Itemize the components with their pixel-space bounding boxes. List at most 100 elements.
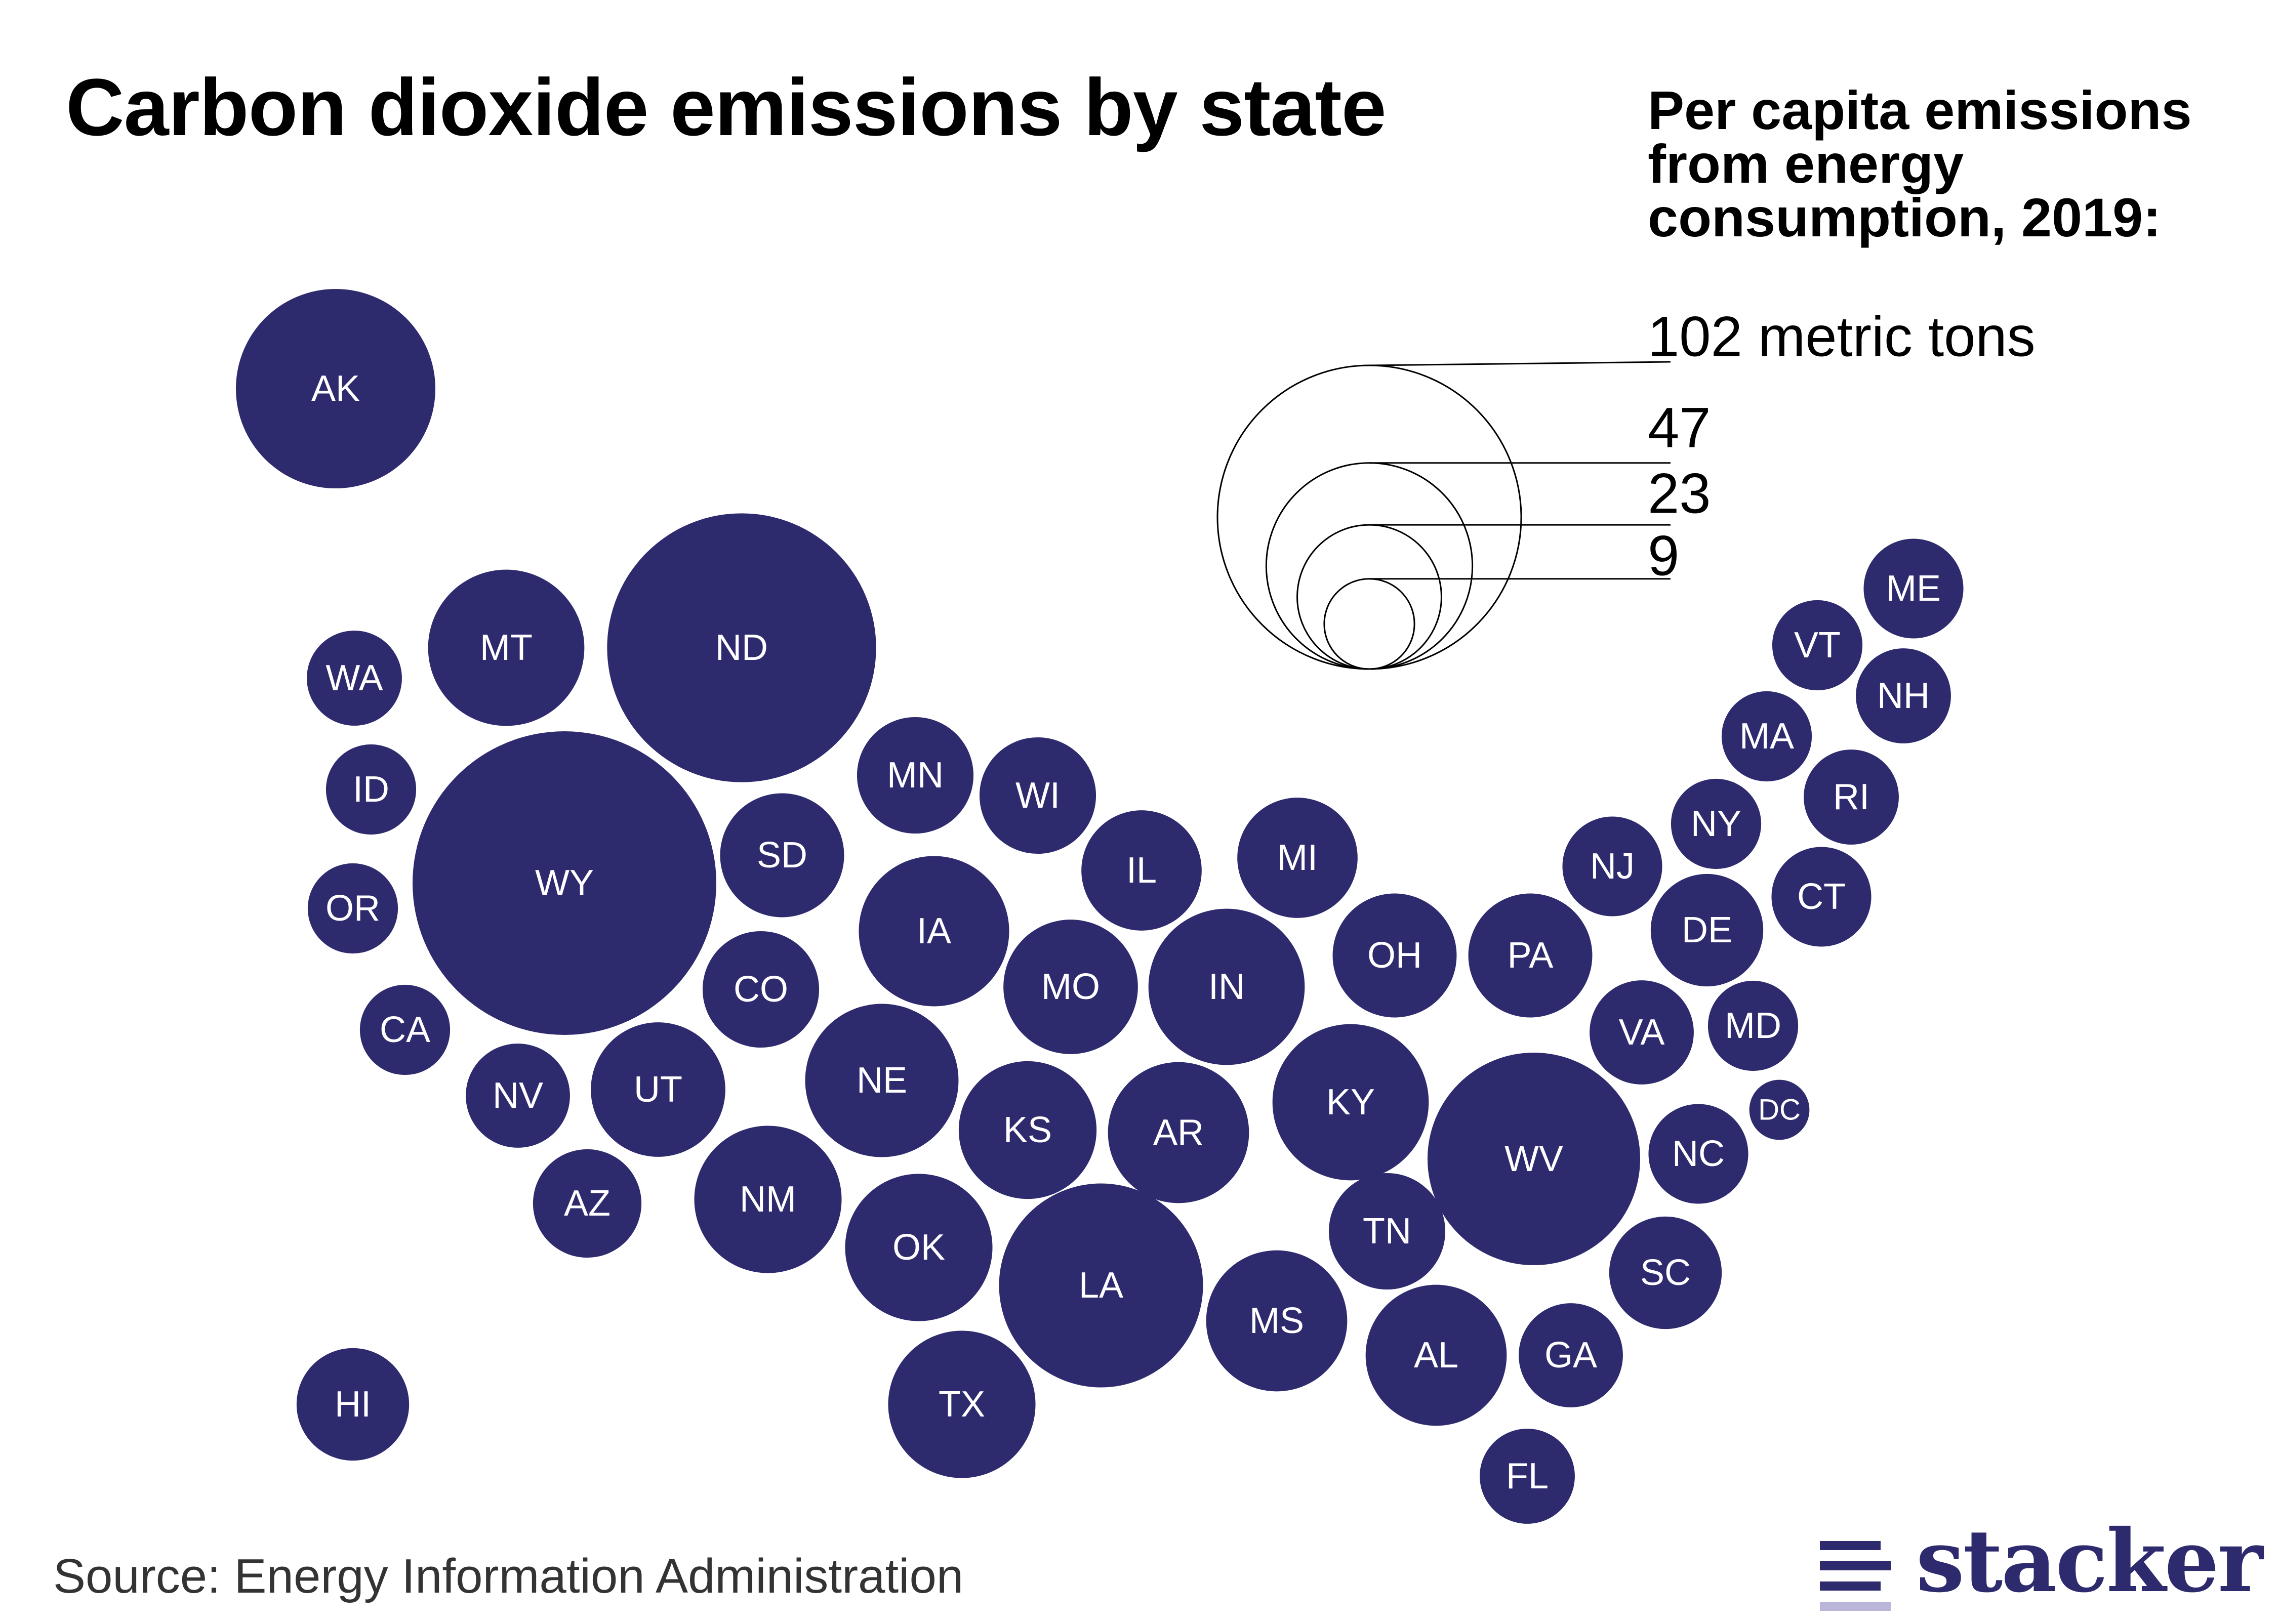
- state-bubble-hi: HI: [296, 1348, 410, 1461]
- state-bubble-ri: RI: [1804, 749, 1899, 845]
- state-bubble-in: IN: [1148, 908, 1305, 1065]
- state-bubble-ny: NY: [1671, 778, 1762, 869]
- state-label: VA: [1619, 1012, 1665, 1053]
- state-circle: [1707, 980, 1799, 1071]
- state-bubble-ms: MS: [1206, 1250, 1348, 1392]
- state-label: MS: [1249, 1301, 1304, 1341]
- state-bubble-nd: ND: [607, 513, 876, 782]
- state-circle: [1272, 1024, 1429, 1181]
- state-circle: [307, 863, 398, 954]
- state-bubble-tx: TX: [888, 1330, 1036, 1478]
- state-label: IN: [1208, 967, 1245, 1007]
- legend-circle: [1323, 578, 1415, 670]
- state-circle: [326, 744, 417, 835]
- state-label: DC: [1758, 1094, 1801, 1127]
- state-bubble-or: OR: [307, 863, 398, 954]
- state-bubble-ky: KY: [1272, 1024, 1429, 1181]
- state-circle: [591, 1022, 725, 1157]
- state-label: AK: [311, 368, 360, 409]
- state-label: MO: [1041, 967, 1100, 1007]
- state-label: AR: [1153, 1112, 1204, 1153]
- legend-size-23: 23: [1296, 462, 1711, 670]
- state-bubble-ia: IA: [859, 856, 1009, 1007]
- state-bubble-ok: OK: [845, 1174, 993, 1321]
- state-label: AL: [1414, 1335, 1458, 1376]
- state-circle: [1480, 1429, 1575, 1524]
- state-label: IL: [1126, 850, 1157, 891]
- state-label: NM: [740, 1179, 796, 1220]
- state-circle: [1609, 1216, 1722, 1329]
- state-label: TX: [939, 1384, 985, 1425]
- state-circle: [1650, 873, 1764, 987]
- state-bubble-co: CO: [702, 931, 820, 1048]
- state-bubble-ak: AK: [235, 288, 436, 489]
- state-bubbles: AK WA MT ND ID WY SD OR MN WI IL MI IA CO CA NV UT NE MO IN…: [235, 288, 1964, 1524]
- state-label: NV: [493, 1075, 543, 1116]
- state-label: NY: [1691, 804, 1741, 844]
- legend-circle: [1296, 524, 1442, 670]
- state-bubble-md: MD: [1707, 980, 1799, 1071]
- legend-circle: [1216, 364, 1522, 670]
- state-label: MT: [480, 628, 533, 668]
- state-bubble-mt: MT: [428, 569, 585, 726]
- state-circle: [607, 513, 876, 782]
- state-label: OH: [1367, 935, 1422, 976]
- state-label: HI: [335, 1384, 371, 1425]
- legend-size-102: 102 metric tons: [1216, 305, 2036, 670]
- state-circle: [1148, 908, 1305, 1065]
- state-circle: [720, 793, 844, 918]
- state-bubble-wa: WA: [307, 631, 402, 726]
- legend-title-line-2: from energy: [1648, 133, 1964, 194]
- legend-title-line-1: Per capita emissions: [1648, 79, 2192, 141]
- state-bubble-il: IL: [1081, 810, 1202, 931]
- state-bubble-ga: GA: [1519, 1303, 1623, 1407]
- state-bubble-tn: TN: [1328, 1173, 1446, 1290]
- state-circle: [466, 1044, 570, 1148]
- state-circle: [805, 1004, 959, 1157]
- state-circle: [1856, 648, 1951, 743]
- state-bubble-wv: WV: [1427, 1052, 1641, 1266]
- state-bubble-mi: MI: [1237, 798, 1358, 918]
- state-bubble-me: ME: [1863, 538, 1964, 639]
- state-label: WY: [535, 863, 594, 903]
- state-circle: [1863, 538, 1964, 639]
- legend-size-label: 23: [1648, 462, 1711, 525]
- state-label: IA: [917, 911, 951, 951]
- state-bubble-nv: NV: [466, 1044, 570, 1148]
- state-bubble-ne: NE: [805, 1004, 959, 1157]
- state-label: PA: [1508, 935, 1554, 976]
- stacker-logo: stacker: [1810, 1518, 2263, 1619]
- legend-leader-line: [1369, 361, 1671, 366]
- state-label: SC: [1640, 1253, 1691, 1293]
- state-label: VT: [1794, 625, 1841, 665]
- state-label: RI: [1833, 777, 1869, 817]
- state-label: MN: [887, 755, 944, 796]
- legend-circle: [1265, 462, 1474, 670]
- state-label: NE: [857, 1060, 907, 1101]
- state-label: NH: [1877, 676, 1930, 716]
- state-bubble-de: DE: [1650, 873, 1764, 987]
- state-bubble-nc: NC: [1648, 1104, 1748, 1204]
- state-label: WI: [1015, 775, 1060, 816]
- state-circle: [1562, 816, 1662, 917]
- state-label: WV: [1504, 1139, 1563, 1179]
- state-circle: [845, 1174, 993, 1321]
- state-circle: [859, 856, 1009, 1007]
- state-bubble-nj: NJ: [1562, 816, 1662, 917]
- state-label: FL: [1506, 1456, 1549, 1496]
- state-circle: [307, 631, 402, 726]
- state-bubble-nh: NH: [1856, 648, 1951, 743]
- legend-title: Per capita emissions from energy consump…: [1648, 79, 2255, 244]
- state-circle: [1237, 798, 1358, 918]
- state-bubble-az: AZ: [533, 1149, 642, 1258]
- state-circle: [694, 1126, 842, 1273]
- state-circle: [1332, 893, 1457, 1018]
- state-bubble-vt: VT: [1772, 600, 1863, 691]
- state-label: AZ: [564, 1183, 611, 1224]
- state-label: WA: [326, 658, 383, 698]
- state-bubble-dc: DC: [1749, 1079, 1810, 1140]
- state-label: CA: [380, 1010, 430, 1050]
- state-bubble-nm: NM: [694, 1126, 842, 1273]
